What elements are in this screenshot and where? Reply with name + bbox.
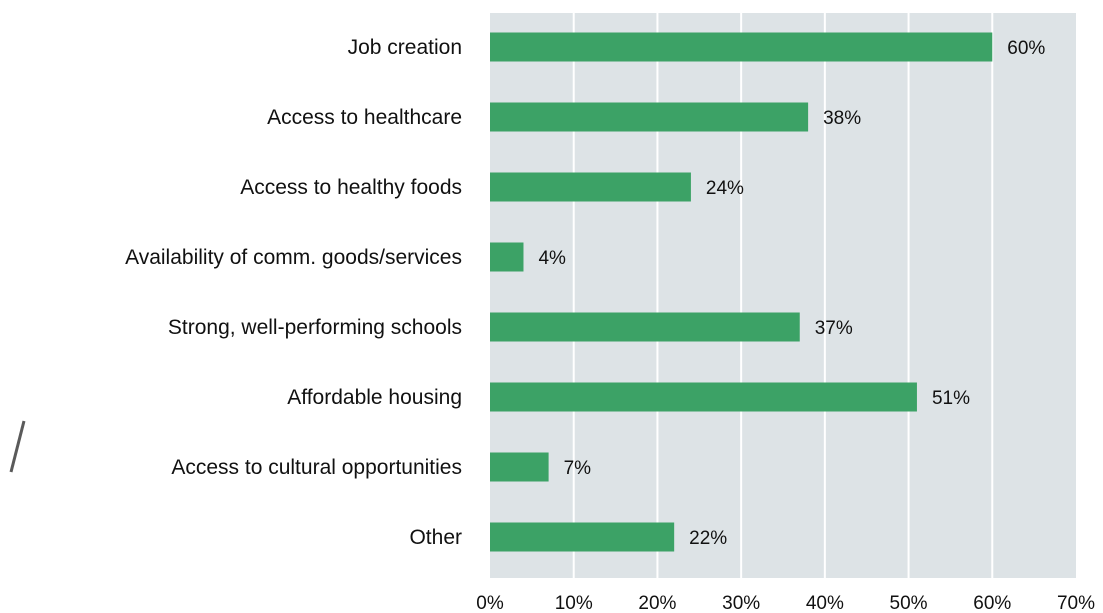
bars: [490, 32, 993, 552]
category-label-4: Strong, well-performing schools: [168, 316, 462, 339]
category-label-2: Access to healthy foods: [240, 176, 462, 199]
value-label-4: 37%: [815, 318, 853, 339]
value-label-3: 4%: [538, 248, 566, 269]
x-tick-label-7: 70%: [1057, 593, 1095, 613]
category-label-3: Availability of comm. goods/services: [125, 246, 462, 269]
bar-2: [490, 172, 691, 202]
category-label-5: Affordable housing: [287, 386, 462, 409]
category-label-7: Other: [409, 526, 462, 549]
category-labels: Job creation Access to healthcare Access t…: [125, 36, 462, 549]
x-tick-label-4: 40%: [806, 593, 844, 613]
value-label-0: 60%: [1007, 38, 1045, 59]
value-label-1: 38%: [823, 108, 861, 129]
category-label-0: Job creation: [348, 36, 462, 59]
bar-5: [490, 382, 917, 412]
value-label-5: 51%: [932, 388, 970, 409]
x-tick-label-0: 0%: [476, 593, 504, 613]
x-tick-label-5: 50%: [890, 593, 928, 613]
bar-3: [490, 242, 524, 272]
bar-7: [490, 522, 675, 552]
x-tick-label-6: 60%: [973, 593, 1011, 613]
bar-6: [490, 452, 549, 482]
bar-1: [490, 102, 809, 132]
value-labels: 60% 38% 24% 4% 37% 51% 7% 22%: [538, 38, 1045, 549]
decorative-stroke: [9, 420, 26, 473]
plot-area: [490, 13, 1076, 578]
x-tick-label-2: 20%: [638, 593, 676, 613]
category-label-6: Access to cultural opportunities: [171, 456, 462, 479]
x-axis-tick-labels: 0% 10% 20% 30% 40% 50% 60% 70%: [476, 593, 1095, 613]
x-tick-label-1: 10%: [555, 593, 593, 613]
x-tick-label-3: 30%: [722, 593, 760, 613]
value-label-6: 7%: [564, 458, 592, 479]
value-label-7: 22%: [689, 528, 727, 549]
value-label-2: 24%: [706, 178, 744, 199]
bar-0: [490, 32, 993, 62]
category-label-1: Access to healthcare: [267, 106, 462, 129]
bar-4: [490, 312, 800, 342]
